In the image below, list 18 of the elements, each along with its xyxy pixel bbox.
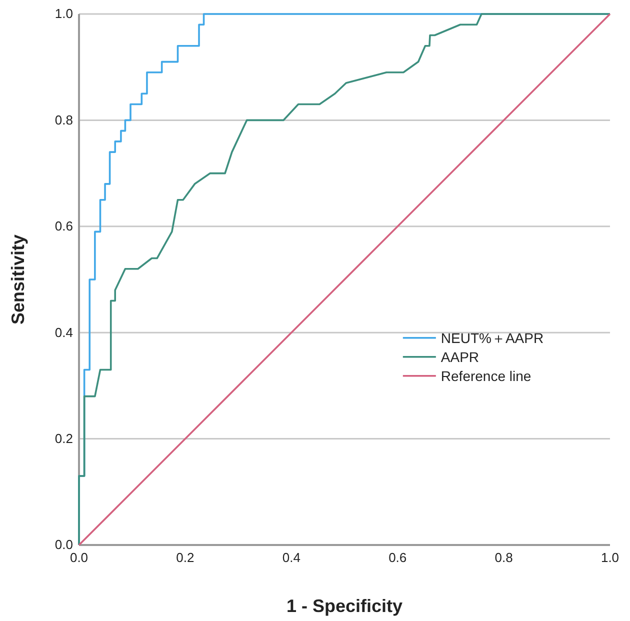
x-tick-label: 0.8 [494, 550, 513, 566]
y-tick-label: 0.0 [54, 537, 73, 552]
legend-label: NEUT%＋AAPR [440, 330, 544, 346]
legend-label: Reference line [440, 368, 532, 384]
y-tick-label: 0.6 [54, 218, 73, 234]
x-tick-label: 0.4 [282, 550, 300, 566]
x-tick-label: 0.2 [176, 550, 194, 566]
y-axis-title: Sensitivity [8, 234, 28, 325]
y-tick-label: 0.2 [54, 430, 73, 446]
x-tick-label: 0.0 [70, 550, 88, 566]
x-axis-title: 1 - Specificity [286, 596, 403, 616]
y-tick-label: 0.4 [54, 324, 73, 340]
line-series [78, 13, 611, 546]
x-tick-label: 1.0 [600, 550, 620, 566]
x-tick-label: 0.6 [388, 550, 407, 566]
legend-label: AAPR [440, 348, 480, 365]
y-tick-label: 0.8 [54, 112, 73, 128]
y-tick-label: 1.0 [54, 6, 73, 22]
